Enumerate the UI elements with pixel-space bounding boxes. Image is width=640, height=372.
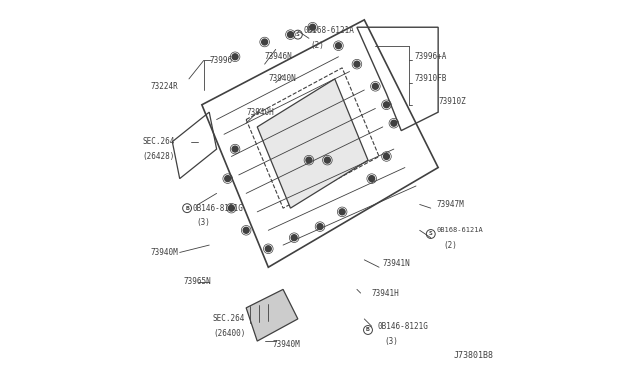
Text: SEC.264: SEC.264 — [143, 137, 175, 146]
Text: (2): (2) — [311, 41, 324, 50]
Text: 73940M: 73940M — [272, 340, 300, 349]
Text: 73940N: 73940N — [268, 74, 296, 83]
Circle shape — [287, 32, 293, 38]
Text: J73801B8: J73801B8 — [454, 351, 493, 360]
Polygon shape — [257, 79, 368, 208]
Text: 0B168-6121A: 0B168-6121A — [436, 227, 483, 233]
Circle shape — [291, 235, 297, 241]
Text: 73941H: 73941H — [372, 289, 399, 298]
Circle shape — [266, 246, 271, 252]
Circle shape — [243, 227, 249, 233]
Circle shape — [232, 146, 238, 152]
Circle shape — [335, 43, 341, 49]
Text: 73996: 73996 — [209, 56, 232, 65]
Circle shape — [324, 157, 330, 163]
Circle shape — [354, 61, 360, 67]
Circle shape — [225, 176, 230, 182]
Text: B: B — [366, 327, 370, 333]
Text: 73940H: 73940H — [246, 108, 274, 117]
Circle shape — [317, 224, 323, 230]
Circle shape — [228, 205, 234, 211]
Circle shape — [383, 102, 389, 108]
Text: 73940M: 73940M — [150, 248, 178, 257]
Circle shape — [310, 24, 316, 30]
Text: 73910Z: 73910Z — [438, 97, 466, 106]
Text: 73946N: 73946N — [264, 52, 292, 61]
Circle shape — [306, 157, 312, 163]
Text: 73941N: 73941N — [383, 259, 410, 268]
Text: 73224R: 73224R — [150, 82, 178, 91]
Text: (3): (3) — [196, 218, 210, 227]
Text: (26400): (26400) — [213, 329, 245, 338]
Text: 73947M: 73947M — [436, 200, 464, 209]
Text: S: S — [429, 231, 433, 237]
Circle shape — [232, 54, 238, 60]
Text: B: B — [185, 206, 189, 211]
Text: 0B146-8121G: 0B146-8121G — [193, 203, 243, 213]
Text: S: S — [296, 32, 300, 37]
Text: (26428): (26428) — [143, 152, 175, 161]
Circle shape — [339, 209, 345, 215]
Text: (3): (3) — [385, 337, 399, 346]
Polygon shape — [246, 289, 298, 341]
Circle shape — [262, 39, 268, 45]
Text: 73996+A: 73996+A — [414, 52, 447, 61]
Circle shape — [391, 120, 397, 126]
Circle shape — [383, 154, 389, 160]
Text: SEC.264: SEC.264 — [213, 314, 245, 323]
Circle shape — [372, 83, 378, 89]
Text: 0B146-8121G: 0B146-8121G — [377, 322, 428, 331]
Text: (2): (2) — [444, 241, 458, 250]
Circle shape — [369, 176, 374, 182]
Text: 73910FB: 73910FB — [414, 74, 447, 83]
Text: 73965N: 73965N — [184, 278, 211, 286]
Text: 0B168-6121A: 0B168-6121A — [303, 26, 355, 35]
